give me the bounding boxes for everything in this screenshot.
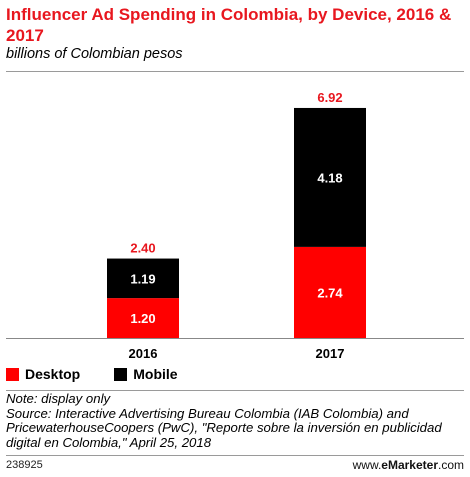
brand-suffix: .com [437, 458, 464, 472]
data-label-desktop-2017: 2.74 [317, 285, 343, 300]
total-label-2017: 6.92 [317, 90, 342, 105]
stacked-bar-chart: 1.20 1.19 2.40 2016 2.74 4.18 6.92 2017 [6, 90, 464, 361]
note-text: Note: display only [6, 391, 111, 406]
bar-desktop-2017 [294, 246, 366, 338]
total-label-2016: 2.40 [130, 241, 155, 256]
data-label-mobile-2017: 4.18 [317, 170, 342, 185]
chart-legend: Desktop Mobile [6, 365, 212, 383]
header-divider [6, 71, 464, 72]
notes-divider [6, 390, 464, 391]
legend-item-desktop: Desktop [6, 366, 80, 382]
bar-desktop-2016 [107, 298, 179, 338]
chart-notes: Note: display only Source: Interactive A… [6, 391, 461, 450]
bar-mobile-2016 [107, 258, 179, 299]
chart-title: Influencer Ad Spending in Colombia, by D… [6, 5, 452, 45]
data-label-mobile-2016: 1.19 [130, 271, 155, 286]
legend-label-mobile: Mobile [133, 366, 178, 382]
x-tick-label-2017: 2017 [316, 346, 345, 361]
legend-swatch-mobile [114, 367, 128, 381]
chart-id: 238925 [6, 459, 43, 471]
source-text: Source: Interactive Advertising Bureau C… [6, 405, 442, 450]
x-tick-label-2016: 2016 [129, 346, 158, 361]
chart-subtitle: billions of Colombian pesos [6, 46, 183, 62]
data-label-desktop-2016: 1.20 [130, 311, 155, 326]
brand-name: eMarketer [381, 458, 438, 472]
bar-mobile-2017 [294, 107, 366, 247]
footer-divider [6, 455, 464, 456]
legend-item-mobile: Mobile [114, 366, 178, 382]
legend-swatch-desktop [6, 367, 19, 381]
legend-label-desktop: Desktop [25, 366, 81, 382]
brand-link[interactable]: www.eMarketer.com [353, 458, 464, 472]
brand-prefix: www. [352, 458, 382, 472]
